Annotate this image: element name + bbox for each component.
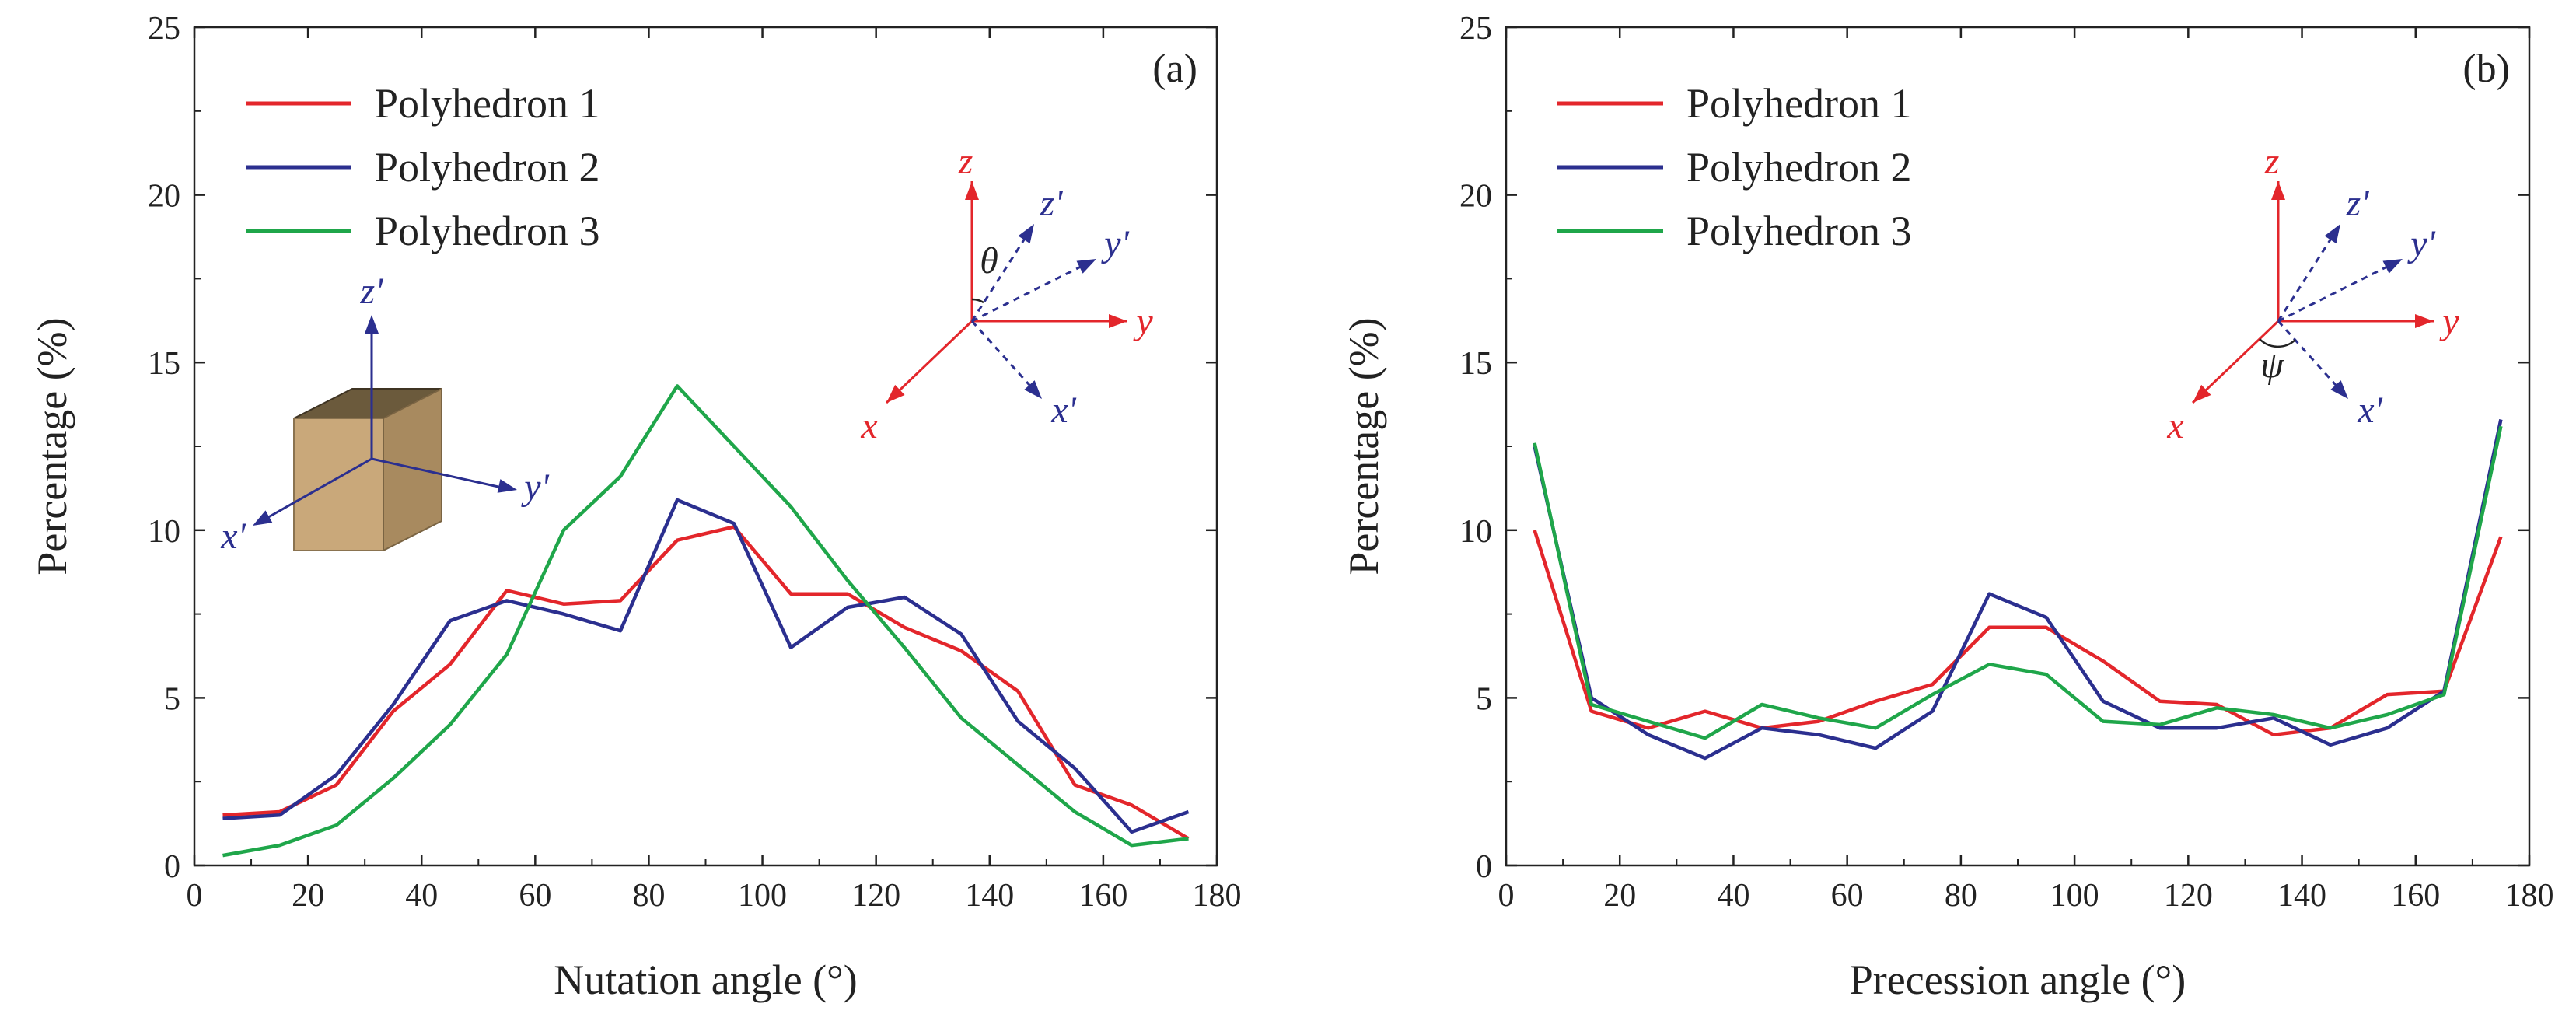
inset-zp-axis-line: [970, 223, 1036, 322]
x-tick-label: 20: [292, 878, 324, 914]
panel-a: 0 20 40 60 80 100 120 140 160 180 0 5 10 15 20 25 Nutati…: [29, 11, 1242, 1003]
inset-z-axis-head: [965, 181, 979, 200]
inset-zp-label: z': [2346, 183, 2370, 224]
inset-yp-axis-head: [2382, 259, 2403, 274]
inset-zp-axis-head: [1018, 224, 1034, 244]
inset-yp-label: y': [1100, 223, 1129, 264]
x-tick-label: 160: [2391, 878, 2440, 914]
series-line-1: [222, 525, 1190, 841]
inset-yp-label: y': [2406, 223, 2435, 264]
y-tick-label: 5: [1476, 681, 1492, 717]
inset-angle-arc: [2259, 338, 2296, 348]
x-tick-label: 80: [1945, 878, 1977, 914]
inset-x-axis-line: [885, 320, 973, 404]
legend-label-2: Polyhedron 2: [375, 144, 600, 191]
x-tick-label: 180: [2505, 878, 2554, 914]
x-tick-label: 160: [1078, 878, 1127, 914]
x-tick-label: 80: [632, 878, 665, 914]
x-axis-label: Precession angle (°): [1850, 956, 2186, 1003]
inset-angle-arc: [971, 298, 984, 304]
cube-zp-label: z': [360, 271, 384, 312]
x-tick-label: 140: [965, 878, 1014, 914]
inset-zp-axis-head: [2324, 224, 2340, 244]
x-tick-label: 120: [2164, 878, 2213, 914]
inset-xp-label: x': [2357, 390, 2382, 431]
y-tick-label: 20: [148, 179, 180, 215]
y-tick-label: 10: [148, 514, 180, 550]
x-tick-label: 100: [2050, 878, 2099, 914]
x-tick-label: 140: [2277, 878, 2326, 914]
inset-x-label: x: [2166, 405, 2183, 446]
series-line-3: [1533, 425, 2503, 740]
y-tick-label: 25: [148, 11, 180, 47]
x-tick-label: 60: [519, 878, 551, 914]
panel-b: 0 20 40 60 80 100 120 140 160 180 0 5 10 15 20 25 Preces…: [1340, 11, 2554, 1003]
inset-yp-axis-head: [1076, 259, 1096, 274]
legend-label-3: Polyhedron 3: [375, 208, 600, 254]
inset-x-label: x: [860, 405, 877, 446]
inset-zp-axis-line: [2277, 223, 2342, 322]
inset-xp-axis-head: [1024, 380, 1042, 399]
inset-angle-symbol: θ: [980, 240, 998, 281]
y-tick-label: 20: [1459, 179, 1492, 215]
inset-zp-label: z': [1040, 183, 1064, 224]
x-tick-label: 0: [1498, 878, 1515, 914]
series-line-3: [222, 384, 1189, 858]
inset-y-axis-head: [1109, 314, 1127, 328]
x-tick-label: 40: [405, 878, 438, 914]
inset-y-label: y: [2438, 301, 2459, 342]
y-tick-label: 0: [164, 849, 180, 885]
x-axis-label: Nutation angle (°): [554, 956, 857, 1003]
panel-label: (a): [1152, 47, 1197, 91]
y-tick-label: 15: [1459, 346, 1492, 382]
cube-side-face: [383, 387, 442, 552]
x-tick-label: 20: [1603, 878, 1636, 914]
cube-yp-label: y': [520, 467, 549, 508]
cube-xp-label: x': [220, 516, 246, 557]
inset-x-axis-head: [2193, 384, 2211, 403]
x-tick-label: 100: [738, 878, 787, 914]
x-tick-label: 0: [187, 878, 203, 914]
legend-label-3: Polyhedron 3: [1686, 208, 1912, 254]
inset-x-axis-line: [2191, 320, 2280, 404]
cube-yp-line: [371, 457, 506, 490]
panel-label: (b): [2462, 47, 2510, 91]
inset-z-label: z: [2264, 141, 2280, 182]
inset-xp-axis-head: [2330, 380, 2348, 399]
cube-yp-head: [497, 479, 517, 493]
inset-z-axis-head: [2271, 181, 2285, 200]
y-tick-label: 25: [1459, 11, 1492, 47]
inset-y-axis-head: [2415, 314, 2434, 328]
inset-xp-label: x': [1050, 390, 1076, 431]
x-tick-label: 120: [851, 878, 900, 914]
y-tick-label: 10: [1459, 514, 1492, 550]
y-tick-label: 0: [1476, 849, 1492, 885]
series-line-2: [1533, 419, 2503, 761]
inset-y-label: y: [1132, 301, 1153, 342]
legend-label-2: Polyhedron 2: [1686, 144, 1912, 191]
y-tick-label: 5: [164, 681, 180, 717]
cube-front-face: [293, 418, 384, 551]
series-line-1: [1533, 530, 2503, 737]
series-line-2: [222, 498, 1190, 834]
cube-xp-head: [253, 510, 273, 526]
y-axis-label: Percentage (%): [1340, 317, 1387, 575]
y-axis-label: Percentage (%): [29, 317, 75, 575]
cube-xp-line: [264, 457, 372, 521]
x-tick-label: 40: [1717, 878, 1749, 914]
legend-label-1: Polyhedron 1: [1686, 80, 1912, 127]
legend-label-1: Polyhedron 1: [375, 80, 600, 127]
inset-z-label: z: [958, 141, 973, 182]
inset-x-axis-head: [886, 384, 905, 403]
y-tick-label: 15: [148, 346, 180, 382]
x-tick-label: 60: [1831, 878, 1864, 914]
inset-angle-symbol: ψ: [2260, 344, 2284, 386]
x-tick-label: 180: [1193, 878, 1242, 914]
